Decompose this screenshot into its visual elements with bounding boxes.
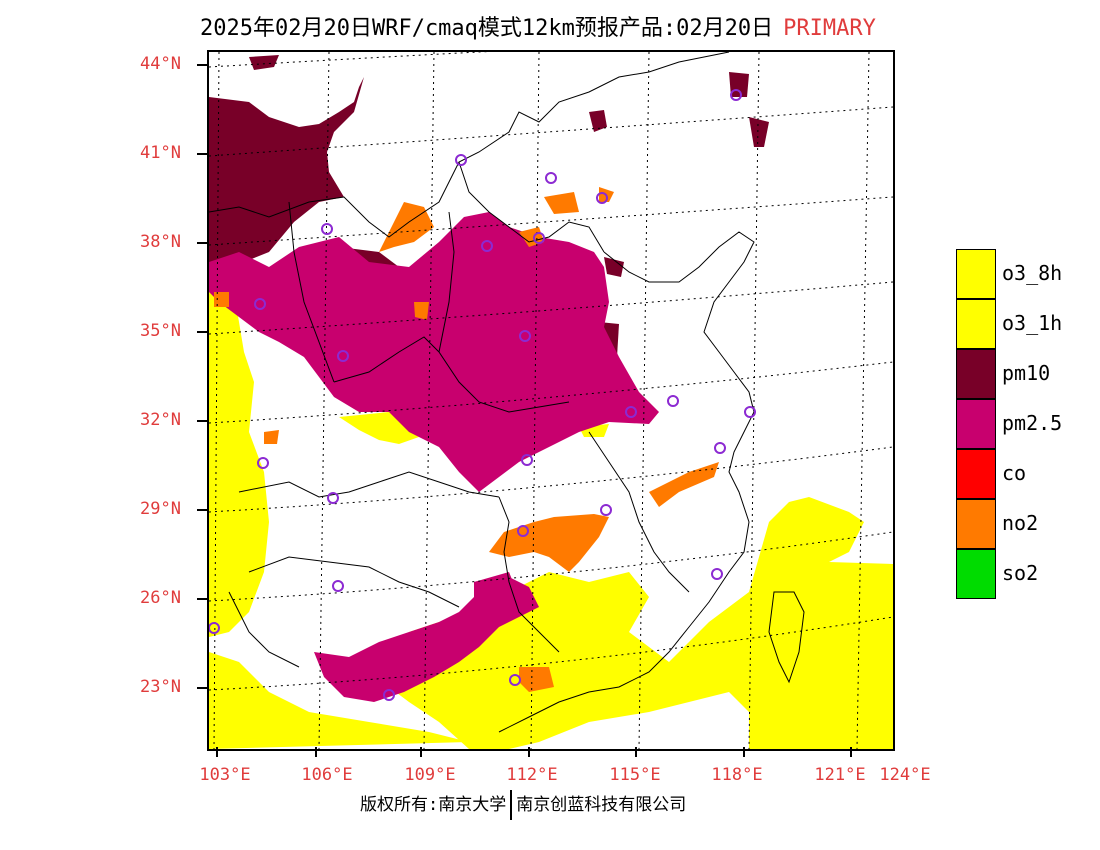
- lat-label-23: 23°N: [140, 677, 181, 697]
- lon-label-118: 118°E: [711, 765, 763, 785]
- legend-label: no2: [1002, 511, 1039, 535]
- lat-tick: [197, 331, 207, 333]
- legend-swatch: [956, 499, 996, 549]
- lat-label-44: 44°N: [140, 54, 181, 74]
- lat-tick: [197, 242, 207, 244]
- lat-label-32: 32°N: [140, 410, 181, 430]
- legend-item-pm10: pm10: [956, 349, 1076, 399]
- lat-label-38: 38°N: [140, 232, 181, 252]
- lon-tick: [743, 747, 745, 757]
- pm10-region: [209, 55, 769, 357]
- lat-label-41: 41°N: [140, 143, 181, 163]
- legend-label: pm10: [1002, 361, 1051, 385]
- title-text: 2025年02月20日WRF/cmaq模式12km预报产品:02月20日: [200, 16, 774, 41]
- lat-label-35: 35°N: [140, 321, 181, 341]
- legend-item-pm25: pm2.5: [956, 399, 1076, 449]
- lon-tick: [635, 747, 637, 757]
- legend-swatch: [956, 549, 996, 599]
- title-flag: PRIMARY: [783, 16, 876, 41]
- legend-item-o3-1h: o3_1h: [956, 299, 1076, 349]
- legend-swatch: [956, 349, 996, 399]
- lon-tick: [528, 747, 530, 757]
- copyright-left: 版权所有:南京大学: [360, 795, 507, 815]
- lon-tick: [420, 747, 422, 757]
- legend-label: co: [1002, 461, 1027, 485]
- lat-tick: [197, 64, 207, 66]
- map-canvas: [209, 52, 893, 749]
- lon-tick: [850, 747, 852, 757]
- legend-item-so2: so2: [956, 549, 1076, 599]
- lon-label-109: 109°E: [404, 765, 456, 785]
- lon-label-103: 103°E: [199, 765, 251, 785]
- legend-label: pm2.5: [1002, 411, 1063, 435]
- map-frame: [207, 50, 895, 751]
- lat-tick: [197, 153, 207, 155]
- lat-tick: [197, 509, 207, 511]
- copyright-right: 南京创蓝科技有限公司: [516, 795, 687, 815]
- legend-item-no2: no2: [956, 499, 1076, 549]
- pm25-region: [209, 212, 659, 702]
- lat-label-26: 26°N: [140, 588, 181, 608]
- legend-label: o3_8h: [1002, 261, 1063, 285]
- station-markers: [209, 89, 756, 701]
- lat-tick: [197, 687, 207, 689]
- lon-label-121: 121°E: [814, 765, 866, 785]
- legend-swatch: [956, 399, 996, 449]
- lon-label-112: 112°E: [506, 765, 558, 785]
- legend-label: so2: [1002, 561, 1039, 585]
- province-borders: [209, 52, 805, 733]
- lat-tick: [197, 420, 207, 422]
- legend-swatch: [956, 299, 996, 349]
- lon-tick: [216, 747, 218, 757]
- o3-region: [209, 242, 893, 749]
- lat-label-29: 29°N: [140, 499, 181, 519]
- lat-tick: [197, 598, 207, 600]
- lon-label-106: 106°E: [301, 765, 353, 785]
- legend-item-co: co: [956, 449, 1076, 499]
- lon-label-115: 115°E: [609, 765, 661, 785]
- legend: o3_8h o3_1h pm10 pm2.5 co no2 so2: [956, 249, 1076, 599]
- graticule: [209, 52, 893, 749]
- copyright-footer: 版权所有:南京大学 南京创蓝科技有限公司: [360, 790, 686, 820]
- lon-tick: [315, 747, 317, 757]
- lon-label-124: 124°E: [879, 765, 931, 785]
- footer-separator: [510, 790, 513, 820]
- legend-label: o3_1h: [1002, 311, 1063, 335]
- legend-swatch: [956, 249, 996, 299]
- legend-item-o3-8h: o3_8h: [956, 249, 1076, 299]
- legend-swatch: [956, 449, 996, 499]
- map-title: 2025年02月20日WRF/cmaq模式12km预报产品:02月20日 PRIM…: [200, 10, 876, 42]
